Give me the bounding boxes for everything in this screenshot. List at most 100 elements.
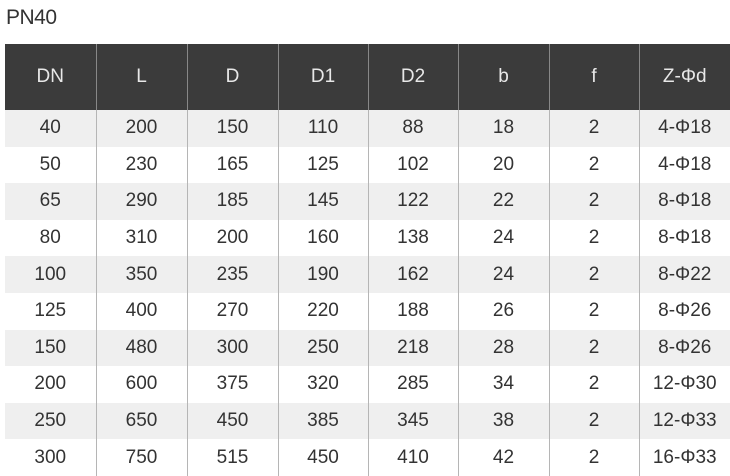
table-cell: 220 xyxy=(277,292,368,330)
table-cell: 515 xyxy=(186,439,278,476)
table-cell: 110 xyxy=(277,110,368,147)
table-cell: 24 xyxy=(457,219,549,257)
table-cell: 26 xyxy=(457,292,549,330)
table-cell: 310 xyxy=(95,219,187,257)
header-row: DN L D D1 D2 b f Z-Φd xyxy=(5,44,730,110)
column-header: D1 xyxy=(277,44,368,110)
table-cell: 270 xyxy=(186,292,278,330)
table-cell: 2 xyxy=(548,366,639,403)
table-cell: 450 xyxy=(186,402,278,440)
table-row: 65 290 185 145 122 22 2 8-Φ18 xyxy=(5,183,730,220)
table-cell: 200 xyxy=(95,110,187,147)
table-cell: 8-Φ18 xyxy=(638,219,730,257)
table-cell: 8-Φ26 xyxy=(638,292,730,330)
table-cell: 2 xyxy=(548,183,639,220)
table-cell: 410 xyxy=(367,439,458,476)
table-cell: 185 xyxy=(186,183,278,220)
table-cell: 218 xyxy=(367,329,458,367)
table-cell: 650 xyxy=(95,402,187,440)
table-cell: 12-Φ30 xyxy=(638,366,730,403)
table-cell: 8-Φ26 xyxy=(638,329,730,367)
table-cell: 165 xyxy=(186,146,278,184)
table-cell: 20 xyxy=(457,146,549,184)
column-header: L xyxy=(95,44,187,110)
table-cell: 2 xyxy=(548,439,639,476)
table-cell: 2 xyxy=(548,329,639,367)
table-cell: 2 xyxy=(548,292,639,330)
table-cell: 350 xyxy=(95,256,187,293)
table-cell: 88 xyxy=(367,110,458,147)
table-row: 300 750 515 450 410 42 2 16-Φ33 xyxy=(5,439,730,476)
table-cell: 150 xyxy=(5,329,96,367)
table-cell: 345 xyxy=(367,402,458,440)
table-row: 80 310 200 160 138 24 2 8-Φ18 xyxy=(5,219,730,257)
table-cell: 38 xyxy=(457,402,549,440)
table-cell: 8-Φ22 xyxy=(638,256,730,293)
table-cell: 28 xyxy=(457,329,549,367)
table-cell: 160 xyxy=(277,219,368,257)
table-cell: 102 xyxy=(367,146,458,184)
table-cell: 150 xyxy=(186,110,278,147)
table-cell: 480 xyxy=(95,329,187,367)
table-cell: 250 xyxy=(277,329,368,367)
table-cell: 250 xyxy=(5,402,96,440)
table-cell: 2 xyxy=(548,146,639,184)
table-cell: 400 xyxy=(95,292,187,330)
table-cell: 42 xyxy=(457,439,549,476)
table-cell: 188 xyxy=(367,292,458,330)
table-cell: 125 xyxy=(5,292,96,330)
table-cell: 100 xyxy=(5,256,96,293)
table-cell: 385 xyxy=(277,402,368,440)
table-cell: 300 xyxy=(186,329,278,367)
table-cell: 750 xyxy=(95,439,187,476)
table-row: 250 650 450 385 345 38 2 12-Φ33 xyxy=(5,402,730,440)
table-cell: 122 xyxy=(367,183,458,220)
table-cell: 290 xyxy=(95,183,187,220)
column-header: Z-Φd xyxy=(638,44,730,110)
column-header: D2 xyxy=(367,44,458,110)
table-cell: 40 xyxy=(5,110,96,147)
table-cell: 600 xyxy=(95,366,187,403)
table-cell: 320 xyxy=(277,366,368,403)
table-cell: 2 xyxy=(548,110,639,147)
table-cell: 235 xyxy=(186,256,278,293)
table-cell: 22 xyxy=(457,183,549,220)
table-cell: 18 xyxy=(457,110,549,147)
table-row: 50 230 165 125 102 20 2 4-Φ18 xyxy=(5,146,730,184)
table-cell: 2 xyxy=(548,219,639,257)
table-cell: 4-Φ18 xyxy=(638,110,730,147)
column-header: b xyxy=(457,44,549,110)
table-cell: 50 xyxy=(5,146,96,184)
table-row: 40 200 150 110 88 18 2 4-Φ18 xyxy=(5,110,730,147)
column-header: DN xyxy=(5,44,96,110)
table-cell: 4-Φ18 xyxy=(638,146,730,184)
table-cell: 145 xyxy=(277,183,368,220)
table-row: 200 600 375 320 285 34 2 12-Φ30 xyxy=(5,366,730,403)
table-row: 125 400 270 220 188 26 2 8-Φ26 xyxy=(5,292,730,330)
table-cell: 375 xyxy=(186,366,278,403)
spec-table: DN L D D1 D2 b f Z-Φd 40 200 150 110 88 18 2 4-Φ18 50 23… xyxy=(5,44,730,476)
table-cell: 65 xyxy=(5,183,96,220)
column-header: D xyxy=(186,44,278,110)
table-cell: 190 xyxy=(277,256,368,293)
table-cell: 162 xyxy=(367,256,458,293)
table-cell: 200 xyxy=(5,366,96,403)
column-header: f xyxy=(548,44,639,110)
table-cell: 24 xyxy=(457,256,549,293)
table-cell: 200 xyxy=(186,219,278,257)
table-cell: 125 xyxy=(277,146,368,184)
table-cell: 2 xyxy=(548,402,639,440)
table-cell: 300 xyxy=(5,439,96,476)
table-cell: 80 xyxy=(5,219,96,257)
table-cell: 34 xyxy=(457,366,549,403)
table-cell: 12-Φ33 xyxy=(638,402,730,440)
table-cell: 285 xyxy=(367,366,458,403)
table-cell: 8-Φ18 xyxy=(638,183,730,220)
table-cell: 16-Φ33 xyxy=(638,439,730,476)
table-cell: 2 xyxy=(548,256,639,293)
table-cell: 450 xyxy=(277,439,368,476)
table-row: 150 480 300 250 218 28 2 8-Φ26 xyxy=(5,329,730,367)
page-title: PN40 xyxy=(6,6,57,29)
table-cell: 138 xyxy=(367,219,458,257)
table-row: 100 350 235 190 162 24 2 8-Φ22 xyxy=(5,256,730,293)
